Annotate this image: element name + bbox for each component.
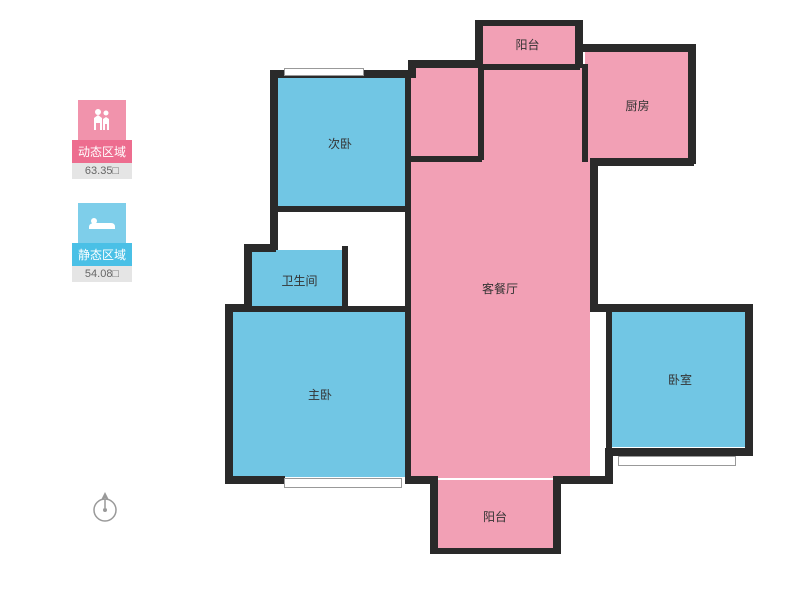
dynamic-zone-label: 动态区域: [72, 140, 132, 163]
room-label: 阳台: [515, 36, 539, 53]
dynamic-zone-area: 63.35□: [72, 163, 132, 179]
sleep-icon: [78, 203, 126, 243]
room-label: 卫生间: [281, 272, 317, 289]
window: [618, 456, 736, 466]
room-label: 厨房: [625, 97, 649, 114]
room-label: 卧室: [668, 371, 692, 388]
room-厨房: 厨房: [585, 50, 690, 160]
legend-dynamic: 动态区域 63.35□: [72, 100, 132, 179]
room-卧室: 卧室: [610, 312, 750, 447]
static-zone-area: 54.08□: [72, 266, 132, 282]
room-阳台: 阳台: [435, 480, 555, 552]
room-label: 主卧: [308, 386, 332, 403]
static-zone-label: 静态区域: [72, 243, 132, 266]
room-次卧: 次卧: [270, 78, 410, 208]
window: [284, 68, 364, 76]
room-label: 次卧: [328, 135, 352, 152]
room-客餐厅: 客餐厅: [410, 68, 590, 478]
compass-icon: [90, 490, 120, 529]
room-阳台: 阳台: [480, 20, 575, 68]
legend-static: 静态区域 54.08□: [72, 203, 132, 282]
floor-plan: 阳台厨房卫生间客餐厅阳台次卧卫生间主卧卧室: [210, 20, 780, 580]
room-label: 客餐厅: [482, 280, 518, 297]
legend-panel: 动态区域 63.35□ 静态区域 54.08□: [72, 100, 132, 306]
people-icon: [78, 100, 126, 140]
room-label: 阳台: [483, 508, 507, 525]
room-卫生间: 卫生间: [252, 250, 347, 310]
room-主卧: 主卧: [230, 312, 410, 477]
window: [284, 478, 402, 488]
